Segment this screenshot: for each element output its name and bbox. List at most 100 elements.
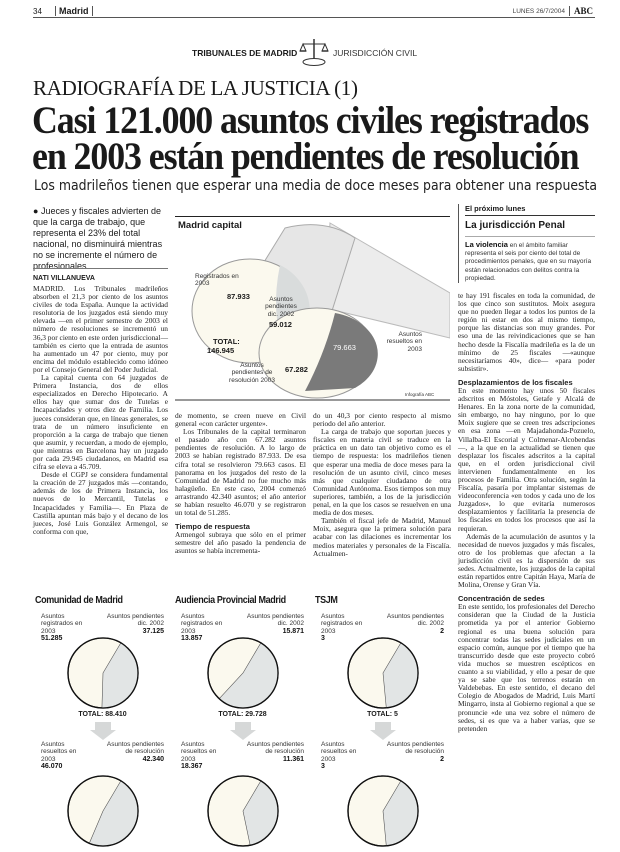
pie-registered-vs-pending	[67, 637, 139, 709]
registered-label: Asuntos registrados en 2003 3	[321, 613, 371, 643]
article-column-2: de momento, se creen nueve en Civil gene…	[175, 411, 306, 556]
header-rule	[33, 17, 595, 18]
pending-value: 2	[440, 755, 444, 763]
label-text: Asuntos pendientes dic. 2002	[106, 613, 164, 628]
label-text: Asuntos pendientes dic. 2002	[386, 613, 444, 628]
paragraph: Los Tribunales de la capital terminaron …	[175, 427, 306, 518]
registered-value: 51.285	[41, 635, 63, 643]
resolved-value: 3	[321, 763, 325, 771]
pie-outline	[347, 637, 419, 709]
panel-total: TOTAL: 5	[367, 711, 398, 718]
pie-bottom-resolved	[305, 313, 378, 391]
scales-of-justice-icon	[299, 39, 329, 66]
arrow-down-icon	[370, 722, 396, 740]
title-line: Casi 121.000 asuntos civiles registrados	[32, 99, 589, 142]
bullet-icon: ●	[33, 206, 41, 216]
pending-label: Asuntos pendientes de resolución 11.361	[242, 741, 304, 763]
pending-value: 11.361	[282, 755, 304, 763]
panel-total: TOTAL: 29.728	[218, 711, 267, 718]
registered-label: Registrados en 2003	[195, 273, 239, 288]
panel-total: TOTAL: 88.410	[78, 711, 127, 718]
box-body: en el ámbito familiar representa el seis…	[465, 242, 592, 282]
resolved-value: 46.070	[41, 763, 63, 771]
paragraph: te hay 191 fiscales en toda la comunidad…	[458, 291, 595, 373]
pie-registered-vs-pending	[207, 637, 279, 709]
paragraph: También el fiscal jefe de Madrid, Manuel…	[313, 516, 451, 558]
pie-resolved-vs-pending	[207, 775, 279, 847]
madrid-capital-infographic: Madrid capital Registrados en 2003 87.93…	[175, 213, 450, 403]
arrow-down-icon	[230, 722, 256, 740]
pie-resolved-vs-pending	[67, 775, 139, 847]
section-right-label: JURISDICCIÓN CIVIL	[333, 48, 418, 58]
pie-resolved-vs-pending	[347, 775, 419, 847]
divider	[33, 268, 168, 269]
paragraph: Además de la acumulación de asuntos y la…	[458, 531, 595, 590]
section-left-label: TRIBUNALES DE MADRID	[192, 48, 298, 58]
box-text: La violencia en el ámbito familiar repre…	[465, 240, 595, 283]
lead-text: Jueces y fiscales advierten de que la ca…	[33, 206, 163, 271]
newspaper-logo: ABC	[568, 6, 593, 16]
label-text: Asuntos resueltos en 2003	[321, 741, 357, 763]
paragraph: La carga de trabajo que soportan jueces …	[313, 427, 451, 518]
total-label: TOTAL:	[213, 337, 240, 346]
pending-prev-value: 2	[440, 627, 444, 635]
article-title: Casi 121.000 asuntos civiles registrados…	[32, 99, 589, 178]
pending-prev-value: 15.871	[282, 627, 304, 635]
subheading: Desplazamientos de los fiscales	[458, 377, 573, 387]
pie-outline	[67, 775, 139, 847]
resolved-label: Asuntos resueltos en 2003	[386, 331, 422, 353]
pending-value: 42.340	[142, 755, 164, 763]
box-title: La jurisdicción Penal	[465, 220, 595, 237]
registered-label: Asuntos registrados en 2003 13.857	[181, 613, 231, 643]
article-lead: ● Jueces y fiscales advierten de que la …	[33, 206, 168, 272]
pie-outline	[347, 775, 419, 847]
title-line: en 2003 están pendientes de resolución	[32, 135, 580, 178]
total-value: 146.945	[207, 346, 235, 355]
article-subtitle: Los madrileños tienen que esperar una me…	[34, 178, 598, 194]
panel-title: Audiencia Provincial Madrid	[175, 595, 286, 606]
resolved-value: 18.367	[181, 763, 203, 771]
pie-panel: Audiencia Provincial Madrid Asuntos regi…	[175, 595, 310, 852]
subheading: Tiempo de respuesta	[175, 522, 250, 532]
label-text: Asuntos registrados en 2003	[181, 613, 223, 635]
paragraph: En este momento hay unos 50 fiscales ads…	[458, 385, 595, 533]
article-kicker: RADIOGRAFÍA DE LA JUSTICIA (1)	[33, 76, 358, 100]
issue-date: LUNES 26/7/2004	[512, 8, 565, 15]
next-monday-box: El próximo lunes La jurisdicción Penal L…	[458, 204, 595, 284]
box-lead: La violencia	[465, 240, 508, 249]
pending-prev-label: Asuntos pendientes dic. 2002 15.871	[246, 613, 304, 635]
graphic-credit: Infografía ABC	[405, 392, 435, 397]
label-text: Asuntos pendientes de resolución	[386, 741, 444, 756]
gavel-chart	[175, 222, 450, 401]
resolved-label: Asuntos resueltos en 2003 46.070	[41, 741, 91, 771]
label-text: Asuntos pendientes dic. 2002	[246, 613, 304, 628]
label-text: Asuntos resueltos en 2003	[41, 741, 77, 763]
graphic-title: Madrid capital	[178, 220, 242, 231]
pending-prev-value: 59.012	[269, 320, 292, 329]
pending-prev-value: 37.125	[142, 627, 164, 635]
paragraph: do un 40,3 por ciento respecto al mismo …	[313, 411, 451, 429]
label-text: Asuntos pendientes de resolución	[246, 741, 304, 756]
page-number: 34	[33, 7, 42, 16]
pending-value: 67.282	[285, 365, 308, 374]
paragraph: de momento, se creen nueve en Civil gene…	[175, 411, 306, 429]
registered-label: Asuntos registrados en 2003 51.285	[41, 613, 91, 643]
pending-label: Asuntos pendientes de resolución 2003	[229, 362, 275, 384]
pending-label: Asuntos pendientes de resolución 42.340	[102, 741, 164, 763]
pie-outline	[207, 637, 279, 709]
label-text: Asuntos registrados en 2003	[321, 613, 363, 635]
panel-title: Comunidad de Madrid	[35, 595, 123, 606]
pie-outline	[67, 637, 139, 709]
label-text: Asuntos resueltos en 2003	[181, 741, 217, 763]
paragraph: La capital cuenta con 64 juzgados de Pri…	[33, 373, 168, 472]
arrow-down-icon	[90, 722, 116, 740]
resolved-value: 79.663	[333, 343, 356, 352]
pending-prev-label: Asuntos pendientes dic. 2002	[265, 296, 297, 318]
pending-prev-label: Asuntos pendientes dic. 2002 2	[386, 613, 444, 635]
subheading: Concentración de sedes	[458, 594, 545, 604]
byline: NATI VILLANUEVA	[33, 275, 95, 282]
label-text: Asuntos registrados en 2003	[41, 613, 83, 635]
registered-value: 13.857	[181, 635, 203, 643]
pie-panel: TSJM Asuntos registrados en 2003 3 Asunto…	[315, 595, 450, 852]
section-name: Madrid	[55, 6, 93, 16]
